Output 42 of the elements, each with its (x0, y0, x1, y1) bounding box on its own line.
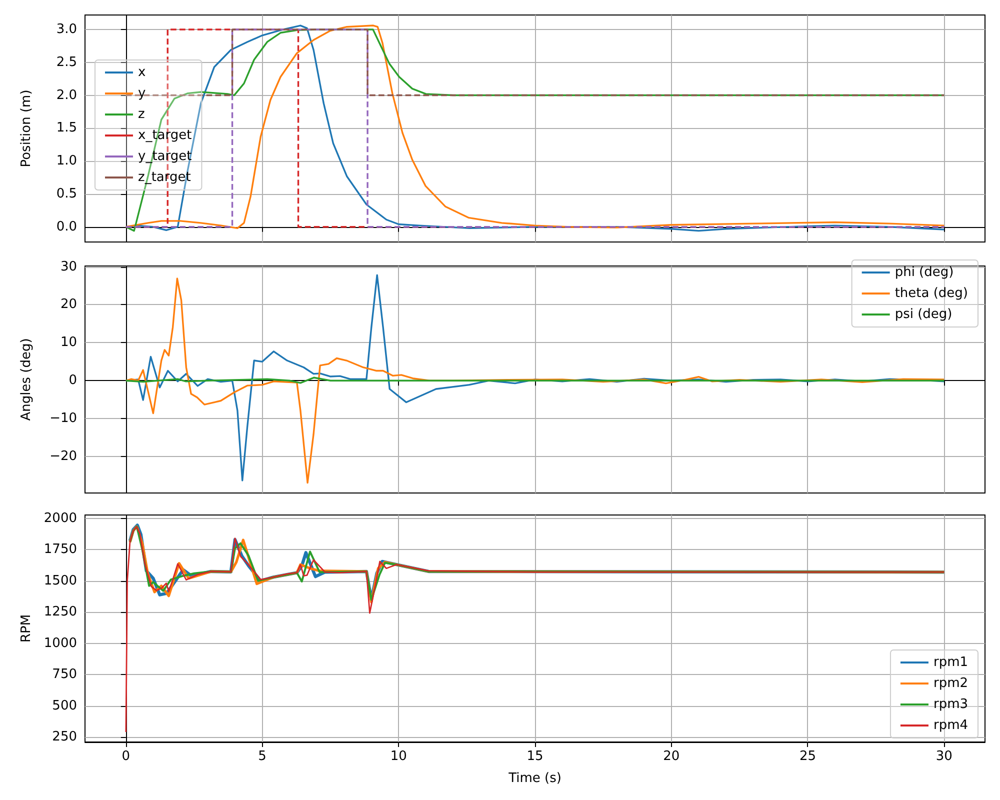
y-axis-title: Angles (deg) (19, 338, 34, 421)
y-tick-label: 2.5 (56, 54, 77, 70)
legend-label: x (138, 65, 146, 80)
y-tick-label: 1.0 (56, 154, 77, 169)
y-tick-label: 2000 (44, 510, 77, 526)
legend-label: z (138, 107, 145, 122)
y-tick-label: −20 (50, 449, 77, 464)
x-tick-label: 15 (526, 749, 544, 764)
y-tick-label: 3.0 (56, 22, 77, 37)
x-tick-label: 0 (122, 749, 130, 764)
y-tick-label: 1500 (44, 573, 77, 588)
y-tick-label: 1250 (44, 604, 77, 620)
y-tick-label: 1000 (44, 636, 77, 651)
legend-label: y (138, 86, 146, 101)
y-axis-title: Position (m) (19, 90, 34, 168)
y-tick-label: 0.5 (56, 186, 77, 202)
y-tick-label: 30 (60, 259, 77, 274)
x-axis-title: Time (s) (508, 771, 562, 786)
y-tick-label: 500 (52, 698, 77, 714)
y-tick-label: 0 (68, 373, 77, 388)
y-tick-label: 20 (60, 297, 77, 312)
y-axis-title: RPM (19, 614, 34, 643)
legend-label: psi (deg) (894, 307, 952, 322)
x-tick-label: 10 (390, 749, 407, 764)
y-tick-label: −10 (50, 411, 77, 426)
y-tick-label: 1.5 (56, 120, 77, 136)
x-tick-label: 5 (258, 749, 266, 764)
x-tick-label: 20 (663, 749, 680, 764)
legend-label: rpm4 (933, 718, 968, 733)
legend-label: rpm1 (933, 655, 968, 670)
y-tick-label: 10 (60, 335, 77, 350)
legend-label: phi (deg) (894, 265, 954, 280)
y-tick-label: 0.0 (56, 219, 77, 234)
y-tick-label: 2.0 (56, 88, 77, 103)
y-tick-label: 1750 (44, 542, 77, 558)
legend-label: theta (deg) (894, 286, 968, 301)
legend-label: rpm3 (933, 697, 968, 712)
x-tick-label: 30 (936, 749, 952, 764)
x-tick-label: 25 (799, 749, 816, 764)
y-tick-label: 250 (52, 730, 77, 745)
legend-label: rpm2 (933, 676, 968, 691)
y-tick-label: 750 (52, 667, 77, 682)
